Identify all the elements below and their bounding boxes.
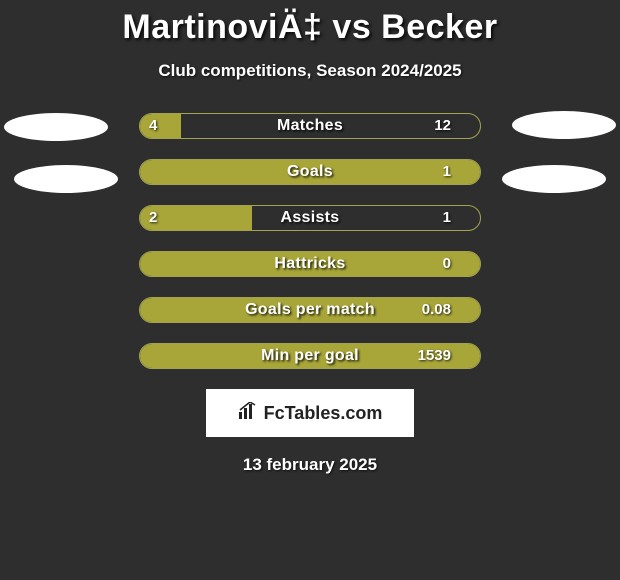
- stat-value-right: 1: [443, 159, 451, 185]
- stat-value-right: 1: [443, 205, 451, 231]
- stat-row: 2 Assists 1: [10, 205, 610, 231]
- stat-row: Min per goal 1539: [10, 343, 610, 369]
- stat-label: Matches: [139, 113, 481, 139]
- stat-value-right: 1539: [418, 343, 451, 369]
- stat-value-right: 0: [443, 251, 451, 277]
- site-logo-text: FcTables.com: [264, 403, 383, 424]
- stat-value-right: 0.08: [422, 297, 451, 323]
- stat-row: Hattricks 0: [10, 251, 610, 277]
- stat-label: Goals: [139, 159, 481, 185]
- bar-chart-icon: [238, 402, 260, 425]
- stat-row: Goals 1: [10, 159, 610, 185]
- stat-label: Hattricks: [139, 251, 481, 277]
- site-logo-box: FcTables.com: [206, 389, 414, 437]
- site-logo: FcTables.com: [238, 402, 383, 425]
- stat-value-right: 12: [434, 113, 451, 139]
- comparison-infographic: MartinoviÄ‡ vs Becker Club competitions,…: [0, 0, 620, 580]
- page-subtitle: Club competitions, Season 2024/2025: [0, 61, 620, 81]
- stat-label: Assists: [139, 205, 481, 231]
- stat-row: Goals per match 0.08: [10, 297, 610, 323]
- stats-area: 4 Matches 12 Goals 1 2 Assists 1: [0, 113, 620, 369]
- date-text: 13 february 2025: [0, 455, 620, 475]
- stat-row: 4 Matches 12: [10, 113, 610, 139]
- page-title: MartinoviÄ‡ vs Becker: [0, 0, 620, 47]
